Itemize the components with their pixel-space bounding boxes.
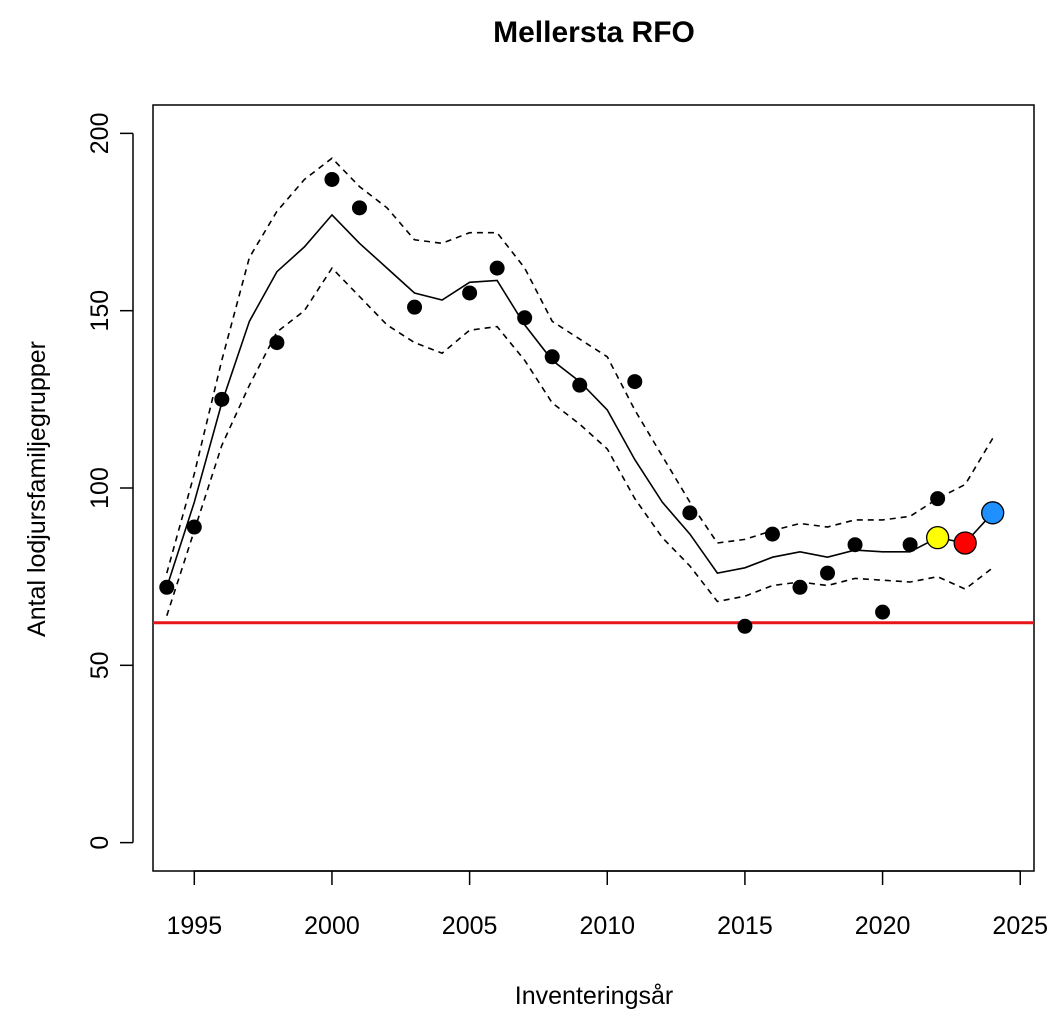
trend-line [166, 213, 994, 588]
data-point [407, 299, 423, 315]
data-point [847, 537, 863, 553]
y-tick-label: 150 [86, 290, 114, 332]
data-point [820, 565, 836, 581]
y-tick-label: 200 [86, 113, 114, 155]
data-point [462, 285, 478, 301]
data-point [792, 579, 808, 595]
x-tick-label: 1995 [166, 912, 222, 940]
data-point [324, 171, 340, 187]
data-point [572, 377, 588, 393]
data-point [269, 335, 285, 351]
data-point [517, 310, 533, 326]
confidence-band-line [166, 157, 994, 574]
highlight-point [981, 501, 1005, 525]
data-point [159, 579, 175, 595]
y-axis-label: Antal lodjursfamiljegrupper [23, 341, 51, 637]
data-point [351, 200, 367, 216]
confidence-band-line [166, 266, 994, 616]
data-point [737, 618, 753, 634]
y-tick-label: 100 [86, 467, 114, 509]
x-axis-label: Inventeringsår [515, 982, 673, 1010]
x-tick-label: 2005 [442, 912, 498, 940]
data-point [682, 505, 698, 521]
data-point [875, 604, 891, 620]
data-point [186, 519, 202, 535]
data-point [764, 526, 780, 542]
data-point [930, 491, 946, 507]
x-axis: 1995 2000 2005 2010 2015 2020 2025 [166, 870, 1048, 940]
data-point [214, 391, 230, 407]
x-tick-label: 2010 [579, 912, 635, 940]
chart-title: Mellersta RFO [493, 16, 695, 49]
highlight-point [925, 525, 950, 550]
x-tick-label: 2000 [304, 912, 360, 940]
y-axis: 0 50 100 150 200 [86, 113, 134, 850]
highlight-point [953, 531, 977, 555]
data-point [544, 349, 560, 365]
y-tick-label: 0 [86, 836, 114, 850]
plot-area [152, 104, 1035, 872]
data-point [489, 260, 505, 276]
plot-frame [152, 104, 1035, 872]
data-point [902, 537, 918, 553]
data-point [627, 374, 643, 390]
x-tick-label: 2015 [717, 912, 773, 940]
y-tick-label: 50 [86, 651, 114, 679]
x-tick-label: 2020 [855, 912, 911, 940]
x-tick-label: 2025 [992, 912, 1048, 940]
